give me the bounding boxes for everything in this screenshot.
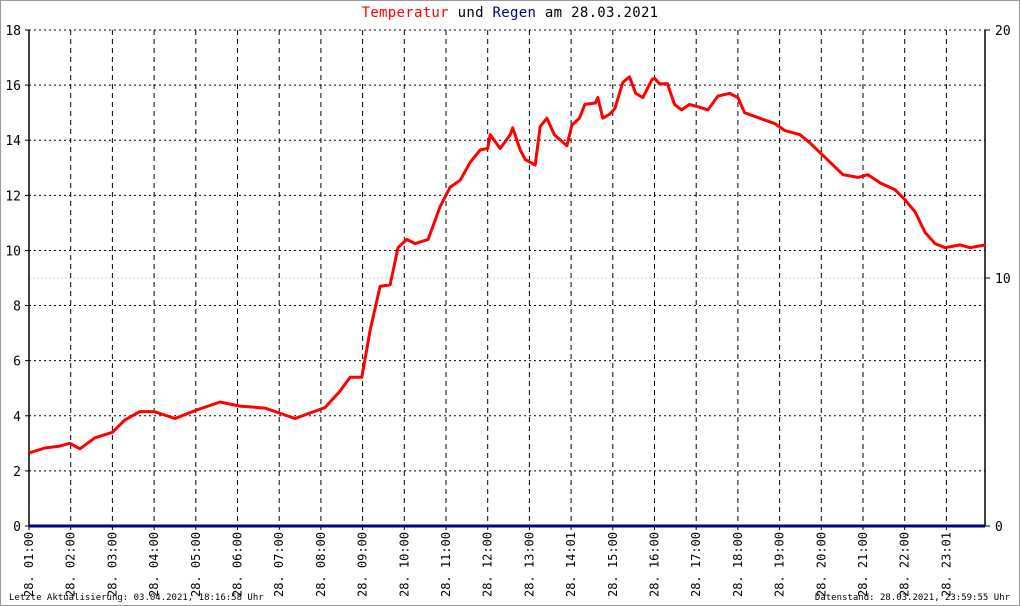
x-tick-label: 28. 10:00 [397,532,411,597]
y-tick-label-left: 4 [13,410,21,425]
y-tick-label-right: 10 [995,272,1011,287]
x-tick-label: 28. 04:00 [147,532,161,597]
x-tick-label: 28. 20:00 [814,532,828,597]
x-tick-label: 28. 22:00 [898,532,912,597]
y-tick-label-right: 0 [995,520,1003,535]
x-tick-label: 28. 06:00 [231,532,245,597]
footer-data-status: Datenstand: 28.03.2021, 23:59:55 Uhr [814,593,1010,603]
temperature-line [28,75,986,455]
y-tick-label-left: 12 [5,189,21,204]
title-temperatur: Temperatur [361,5,449,21]
x-tick-label: 28. 17:00 [689,532,703,597]
y-tick-label-left: 8 [13,300,21,315]
x-tick-label: 28. 19:00 [773,532,787,597]
title-regen: Regen [492,5,537,21]
y-tick-label-left: 2 [13,465,21,480]
title-und: und [448,5,493,21]
y-tick-label-left: 0 [13,520,21,535]
x-tick-label: 28. 14:01 [564,532,578,597]
x-tick-label: 28. 18:00 [731,532,745,597]
x-tick-label: 28. 03:00 [105,532,119,597]
x-tick-label: 28. 23:01 [939,532,953,597]
y-tick-label-left: 16 [5,79,21,94]
x-tick-label: 28. 01:00 [22,532,36,597]
title-date: am 28.03.2021 [536,5,659,21]
y-tick-label-right: 20 [995,24,1011,39]
x-tick-label: 28. 07:00 [272,532,286,597]
x-tick-label: 28. 02:00 [64,532,78,597]
x-tick-label: 28. 09:00 [356,532,370,597]
y-tick-label-left: 10 [5,244,21,259]
x-tick-label: 28. 08:00 [314,532,328,597]
chart-title: Temperatur und Regen am 28.03.2021 [0,5,1020,21]
x-tick-label: 28. 16:00 [648,532,662,597]
y-tick-label-left: 14 [5,134,21,149]
x-tick-label: 28. 21:00 [856,532,870,597]
footer-last-update: Letzte Aktualisierung: 03.04.2021, 18:16… [9,593,264,603]
x-tick-label: 28. 12:00 [481,532,495,597]
x-tick-label: 28. 15:00 [606,532,620,597]
x-tick-label: 28. 11:00 [439,532,453,597]
y-tick-label-left: 6 [13,355,21,370]
x-tick-label: 28. 13:00 [522,532,536,597]
x-tick-label: 28. 05:00 [189,532,203,597]
y-tick-label-left: 18 [5,24,21,39]
